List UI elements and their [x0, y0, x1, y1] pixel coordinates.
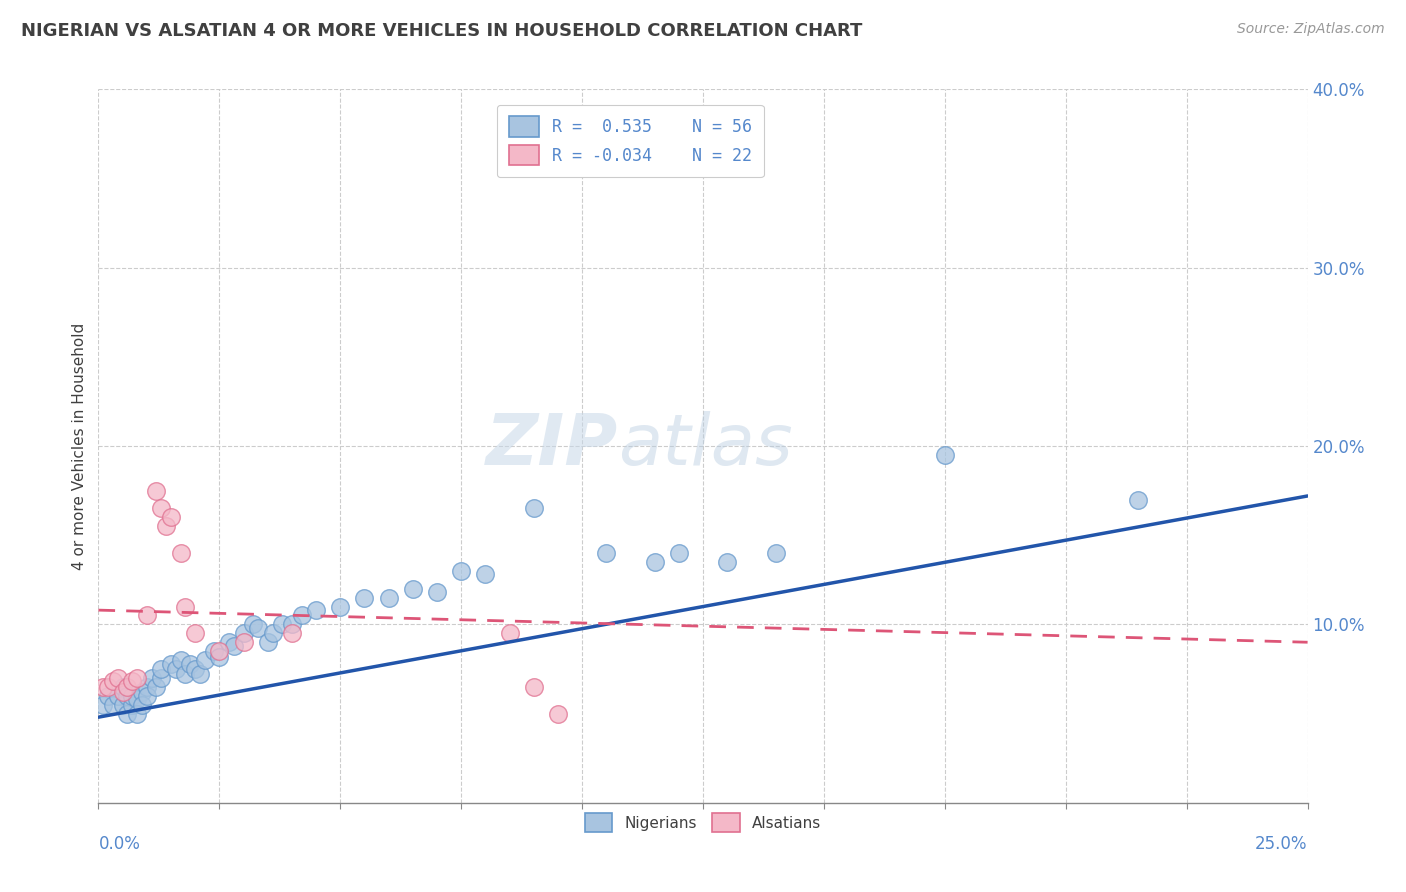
Point: [127, 692, 149, 706]
Point: [135, 689, 157, 703]
Point: [281, 617, 304, 632]
Point: [91, 680, 114, 694]
Point: [155, 519, 177, 533]
Point: [1128, 492, 1150, 507]
Point: [765, 546, 787, 560]
Point: [127, 706, 149, 721]
Point: [127, 671, 149, 685]
Point: [111, 680, 134, 694]
Point: [117, 689, 139, 703]
Point: [547, 706, 569, 721]
Legend: Nigerians, Alsatians: Nigerians, Alsatians: [579, 807, 827, 838]
Point: [97, 680, 120, 694]
Point: [281, 626, 304, 640]
Point: [329, 599, 352, 614]
Point: [150, 671, 173, 685]
Point: [111, 685, 134, 699]
Point: [111, 698, 134, 712]
Point: [523, 680, 546, 694]
Text: ZIP: ZIP: [486, 411, 619, 481]
Point: [188, 667, 211, 681]
Point: [145, 483, 167, 498]
Point: [184, 662, 207, 676]
Point: [160, 657, 183, 671]
Point: [174, 667, 197, 681]
Text: NIGERIAN VS ALSATIAN 4 OR MORE VEHICLES IN HOUSEHOLD CORRELATION CHART: NIGERIAN VS ALSATIAN 4 OR MORE VEHICLES …: [21, 22, 862, 40]
Point: [426, 585, 449, 599]
Point: [97, 689, 120, 703]
Text: 0.0%: 0.0%: [98, 835, 141, 853]
Point: [595, 546, 617, 560]
Point: [305, 603, 328, 617]
Point: [101, 698, 124, 712]
Point: [101, 674, 124, 689]
Point: [716, 555, 738, 569]
Point: [402, 582, 425, 596]
Point: [131, 698, 153, 712]
Point: [165, 662, 187, 676]
Point: [256, 635, 278, 649]
Y-axis label: 4 or more Vehicles in Household: 4 or more Vehicles in Household: [72, 322, 87, 570]
Point: [232, 626, 254, 640]
Point: [141, 671, 163, 685]
Point: [232, 635, 254, 649]
Point: [194, 653, 217, 667]
Point: [179, 657, 201, 671]
Point: [117, 706, 139, 721]
Point: [204, 644, 226, 658]
Point: [135, 680, 157, 694]
Text: 25.0%: 25.0%: [1256, 835, 1308, 853]
Point: [169, 653, 191, 667]
Point: [262, 626, 284, 640]
Point: [150, 662, 173, 676]
Text: atlas: atlas: [619, 411, 793, 481]
Point: [107, 671, 129, 685]
Point: [160, 510, 183, 524]
Point: [668, 546, 690, 560]
Point: [218, 635, 240, 649]
Point: [242, 617, 264, 632]
Point: [169, 546, 191, 560]
Point: [934, 448, 956, 462]
Point: [523, 501, 546, 516]
Point: [135, 608, 157, 623]
Point: [91, 698, 114, 712]
Point: [644, 555, 666, 569]
Point: [174, 599, 197, 614]
Point: [150, 501, 173, 516]
Point: [208, 644, 231, 658]
Point: [353, 591, 375, 605]
Point: [271, 617, 294, 632]
Point: [121, 698, 143, 712]
Point: [208, 649, 231, 664]
Point: [247, 621, 270, 635]
Text: Source: ZipAtlas.com: Source: ZipAtlas.com: [1237, 22, 1385, 37]
Point: [121, 674, 143, 689]
Point: [131, 685, 153, 699]
Point: [184, 626, 207, 640]
Point: [498, 626, 520, 640]
Point: [222, 639, 245, 653]
Point: [450, 564, 472, 578]
Point: [377, 591, 399, 605]
Point: [474, 567, 496, 582]
Point: [117, 680, 139, 694]
Point: [145, 680, 167, 694]
Point: [290, 608, 312, 623]
Point: [121, 689, 143, 703]
Point: [107, 689, 129, 703]
